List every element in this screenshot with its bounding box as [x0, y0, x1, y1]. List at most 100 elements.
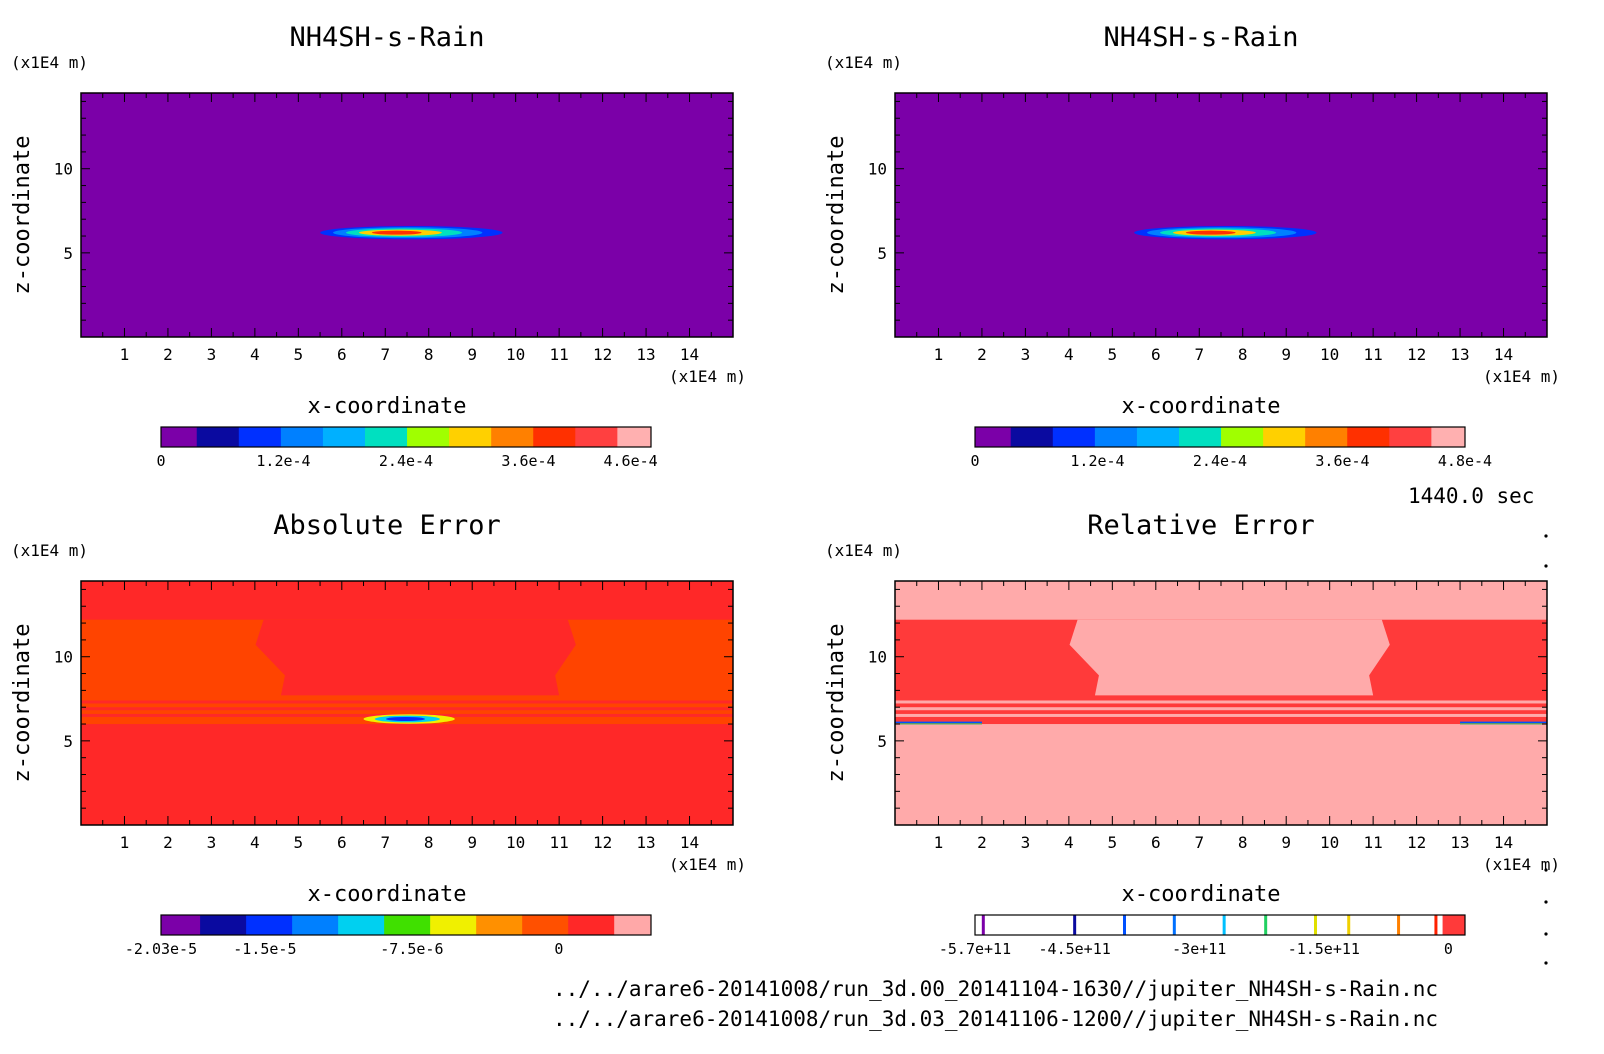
x-tick-label: 7	[1194, 345, 1204, 364]
colorbar-swatch	[575, 427, 618, 447]
x-tick-label: 2	[977, 345, 987, 364]
x-tick-label: 5	[1108, 345, 1118, 364]
x-tick-label: 1	[120, 345, 130, 364]
marker-dot	[1544, 868, 1548, 872]
x-tick-label: 11	[1364, 345, 1383, 364]
colorbar-swatch	[161, 915, 201, 935]
colorbar-frame	[974, 914, 1466, 936]
y-tick-label: 10	[54, 648, 73, 667]
x-tick-label: 12	[593, 833, 612, 852]
colorbar-3: -2.03e-5 -1.5e-5 -7.5e-6 0	[125, 914, 652, 958]
field-2	[895, 93, 1547, 337]
colorbar-swatch	[1305, 427, 1348, 447]
field-1	[81, 93, 733, 337]
marker-dot	[1544, 564, 1548, 568]
colorbar-swatch	[1221, 427, 1264, 447]
field-stripe	[81, 700, 733, 704]
field-stripe	[81, 707, 733, 711]
colorbar-label: 1.2e-4	[1070, 452, 1124, 470]
x-tick-label: 11	[550, 833, 569, 852]
x-tick-label: 3	[207, 833, 217, 852]
panel-title: NH4SH-s-Rain	[1103, 22, 1298, 53]
x-tick-label: 3	[1021, 833, 1031, 852]
y-tick-label: 5	[63, 244, 73, 263]
y-axis-label: z-coordinate	[10, 136, 35, 295]
x-tick-label: 14	[1494, 833, 1513, 852]
x-axis-label: x-coordinate	[1122, 882, 1281, 907]
y-unit-label: (x1E4 m)	[11, 53, 88, 72]
colorbar-swatch	[322, 427, 366, 447]
colorbar-swatch	[364, 427, 408, 447]
x-tick-label: 5	[294, 833, 304, 852]
colorbar-label: 2.4e-4	[1193, 452, 1247, 470]
colorbar-label: 0	[970, 452, 979, 470]
colorbar-label: -2.03e-5	[125, 940, 197, 958]
field-stripe	[895, 713, 1547, 717]
colorbar-frame	[974, 426, 1466, 448]
marker-dot	[1544, 900, 1548, 904]
colorbar-swatch	[430, 915, 477, 935]
x-tick-label: 12	[593, 345, 612, 364]
colorbar-label: 0	[554, 940, 563, 958]
colorbar-swatch	[1263, 427, 1306, 447]
y-unit-label: (x1E4 m)	[11, 541, 88, 560]
y-unit-label: (x1E4 m)	[825, 541, 902, 560]
x-tick-label: 11	[550, 345, 569, 364]
field-stripe	[895, 700, 1547, 704]
x-unit-label: (x1E4 m)	[669, 367, 746, 386]
colorbar-label: 2.4e-4	[379, 452, 433, 470]
x-tick-label: 13	[1450, 345, 1469, 364]
colorbar-label: -4.5e+11	[1039, 940, 1111, 958]
x-unit-label: (x1E4 m)	[1483, 855, 1560, 874]
field-background	[895, 93, 1547, 337]
y-unit-label: (x1E4 m)	[825, 53, 902, 72]
x-tick-label: 12	[1407, 345, 1426, 364]
x-tick-label: 4	[1064, 833, 1074, 852]
colorbar-label: 4.6e-4	[603, 452, 657, 470]
x-tick-label: 6	[1151, 345, 1161, 364]
x-tick-label: 14	[1494, 345, 1513, 364]
colorbar-label: 3.6e-4	[501, 452, 555, 470]
colorbar-swatch	[975, 427, 1012, 447]
time-label: 1440.0 sec	[1408, 484, 1535, 508]
x-tick-label: 8	[424, 345, 434, 364]
colorbar-swatch	[161, 427, 198, 447]
x-tick-label: 9	[1281, 833, 1291, 852]
field-3	[81, 581, 733, 825]
colorbar-fill	[1442, 915, 1465, 935]
field-core-region	[255, 619, 576, 696]
colorbar-label: 3.6e-4	[1315, 452, 1369, 470]
colorbar-swatch	[338, 915, 385, 935]
field-4	[895, 581, 1547, 825]
x-axis-label: x-coordinate	[1122, 394, 1281, 419]
x-tick-label: 10	[1320, 833, 1339, 852]
colorbar-swatch	[1347, 427, 1390, 447]
x-tick-label: 12	[1407, 833, 1426, 852]
y-tick-label: 10	[54, 160, 73, 179]
colorbar-swatch	[522, 915, 569, 935]
x-tick-label: 6	[1151, 833, 1161, 852]
x-unit-label: (x1E4 m)	[669, 855, 746, 874]
x-tick-label: 8	[1238, 345, 1248, 364]
colorbar-label: 1.2e-4	[256, 452, 310, 470]
colorbar-swatch	[1178, 427, 1222, 447]
x-unit-label: (x1E4 m)	[1483, 367, 1560, 386]
colorbar-swatch	[246, 915, 293, 935]
x-tick-label: 7	[1194, 833, 1204, 852]
file-path-1: ../../arare6-20141008/run_3d.00_20141104…	[553, 977, 1439, 1001]
x-tick-label: 3	[1021, 345, 1031, 364]
colorbar-swatch	[238, 427, 282, 447]
x-tick-label: 1	[934, 345, 944, 364]
x-tick-label: 6	[337, 833, 347, 852]
colorbar-swatch	[196, 427, 240, 447]
colorbar-swatch	[407, 427, 450, 447]
colorbar-swatch	[200, 915, 247, 935]
colorbar-swatch	[1136, 427, 1180, 447]
x-tick-label: 5	[294, 345, 304, 364]
field-core-region	[1069, 619, 1390, 696]
colorbar-swatch	[614, 915, 652, 935]
colorbar-label: 0	[1444, 940, 1453, 958]
